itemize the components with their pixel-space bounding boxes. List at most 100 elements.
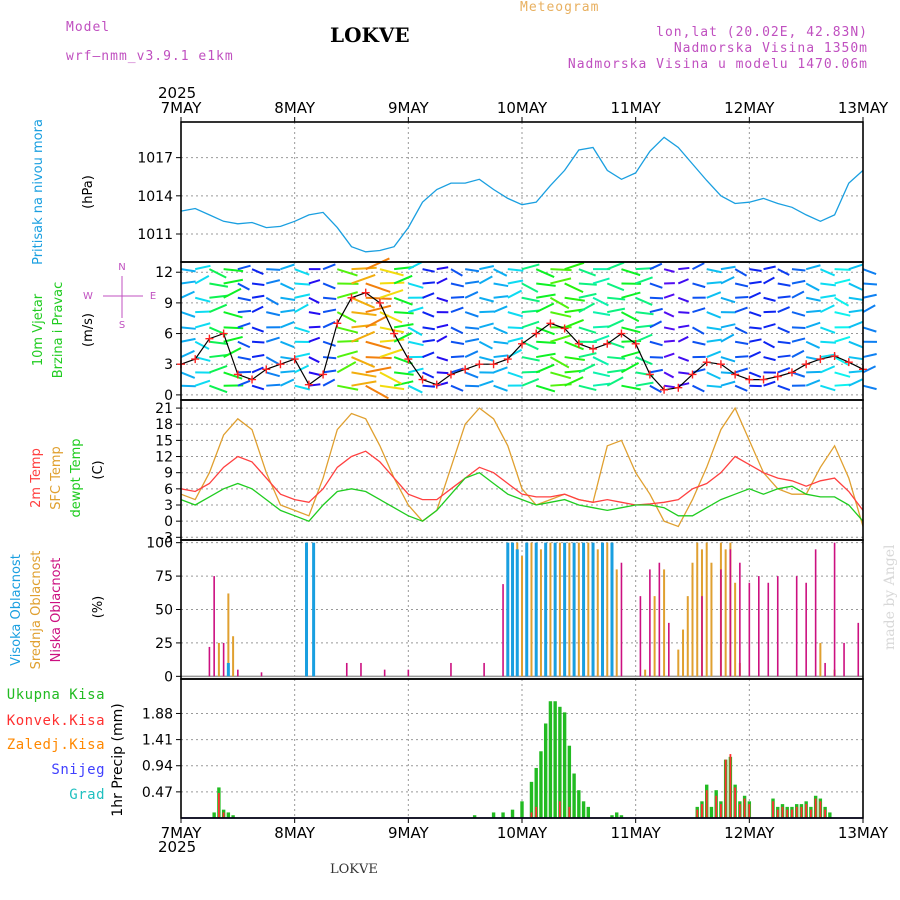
year-label-top: 2025 (158, 84, 197, 102)
precip-conv-bar (791, 809, 793, 818)
wind-speed-marker (787, 368, 796, 377)
cloud-low-bar (237, 669, 239, 677)
wind-vector (550, 268, 572, 272)
wind-vector (422, 268, 435, 273)
wind-vector (379, 371, 402, 385)
cloud-mid-bar (691, 562, 694, 677)
precip-total-bar (553, 701, 557, 818)
precip-conv-bar (781, 806, 784, 818)
wind-vector (251, 294, 265, 299)
wind-vector (407, 384, 423, 394)
wind-vector (607, 356, 626, 360)
wind-speed-marker (844, 358, 853, 367)
wind-vector (692, 384, 705, 393)
y-tick-label: 21 (155, 401, 173, 417)
dewpoint-title: dewpt Temp (69, 438, 84, 517)
wind-vector (678, 266, 690, 271)
wind-vector (777, 306, 790, 314)
wind-speed-marker (432, 380, 441, 389)
wind-vector (308, 383, 321, 387)
precip-conv-bar (222, 812, 225, 818)
wind-vector (521, 320, 540, 329)
wind-vector (777, 340, 791, 345)
wind-vector (308, 336, 321, 343)
precip-legend-entry: Snijeg (51, 762, 105, 778)
wind-vector (564, 340, 584, 351)
wind-vector (677, 335, 689, 343)
wind-vector (550, 371, 572, 380)
y-tick-label: 6 (164, 327, 173, 343)
wind-vector (180, 384, 196, 388)
wind-vector (280, 370, 296, 374)
wind-vector (834, 268, 851, 271)
wind-speed-marker (390, 329, 399, 338)
wind-vector (308, 279, 321, 285)
wind-vector (280, 378, 295, 387)
wind-vector (848, 282, 863, 291)
precip-total-bar (491, 812, 496, 818)
wind-vector (791, 268, 806, 272)
y-tick-label: 0 (164, 669, 173, 685)
precip-legend-entry: Konvek.Kisa (7, 713, 105, 729)
wind-vector (365, 257, 390, 271)
wind-vector (763, 265, 776, 271)
wind-speed-marker (375, 298, 384, 307)
wind-vector (678, 311, 690, 314)
cloud-low-bar (739, 562, 741, 677)
wind-vector (734, 268, 748, 277)
wind-vector (621, 268, 641, 277)
wind-vector (180, 349, 195, 358)
cloud-high-title: Visoka Oblacnost (9, 554, 24, 666)
wind-speed-marker (560, 324, 569, 333)
wind-vector (493, 282, 509, 288)
wind-vector (734, 340, 749, 345)
precip-total-bar (226, 812, 231, 818)
precip-total-bar (472, 815, 477, 818)
panel-frame (180, 678, 864, 819)
wind-vector (194, 264, 211, 271)
direction-key-w: W (83, 291, 93, 302)
wind-vector (351, 330, 376, 343)
wind-vector (848, 370, 864, 374)
pressure-line (180, 136, 864, 253)
wind-vector (535, 384, 556, 393)
wind-vector (635, 296, 653, 306)
wind-vector (635, 333, 653, 343)
precip-total-bar (572, 773, 576, 818)
cloud-high-bar (553, 542, 557, 677)
wind-vector (677, 356, 690, 362)
y-tick-label: 18 (155, 417, 173, 433)
precip-total-bar (615, 812, 619, 818)
wind-vector (550, 334, 571, 343)
wind-speed-marker (290, 355, 299, 364)
wind-speed-marker (191, 355, 200, 364)
cloud-low-bar (222, 642, 225, 677)
wind-vector (564, 318, 584, 329)
precip-total-bar (501, 812, 505, 818)
wind-vector (720, 356, 736, 363)
wind-vector (322, 296, 337, 301)
wind-vector (507, 311, 524, 318)
wind-vector (663, 352, 675, 359)
cloud-low-bar (260, 672, 263, 677)
precip-total-bar (539, 751, 543, 818)
wind-vector (336, 361, 357, 374)
wind-speed-marker (248, 375, 257, 384)
cloud-mid-bar (682, 629, 685, 677)
precip-conv-bar (800, 806, 803, 818)
precip-conv-bar (819, 801, 822, 818)
cloud-high-bar (305, 542, 309, 677)
y-tick-label: 0 (164, 388, 173, 404)
model-label: Model (66, 20, 111, 35)
wind-vector (677, 278, 689, 285)
y-tick-label: 9 (164, 296, 173, 312)
wind-vector (848, 340, 864, 349)
precip-conv-bar (776, 809, 779, 818)
wind-vector (820, 326, 836, 334)
wind-vector (805, 264, 821, 271)
wind-vector (564, 282, 584, 294)
wind-speed-marker (745, 375, 754, 384)
wind-vector (407, 261, 423, 271)
y-tick-label: 25 (155, 636, 173, 652)
wind-vector (834, 278, 851, 285)
